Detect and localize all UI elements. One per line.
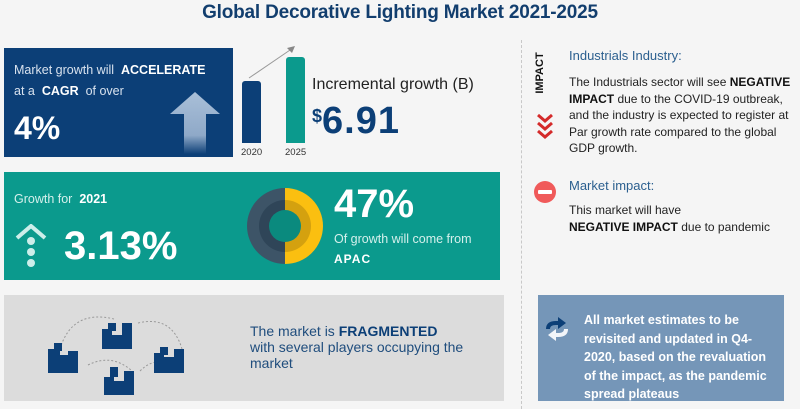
growth-label: Growth for 2021 [14,192,107,206]
region-share-value: 47% [334,182,415,226]
accelerate-label: ACCELERATE [120,63,206,77]
region-donut-chart [247,188,323,264]
growth-panel: Growth for 2021 3.13% 47% Of growth will… [4,172,500,280]
cagr-line2: at a CAGR of over [14,84,124,98]
triple-chevron-down-icon [537,113,553,139]
cagr-text: at a [14,84,35,98]
minus-circle-icon [534,181,556,203]
bar-2020 [242,81,261,143]
incremental-label: Incremental growth (B) [312,76,474,93]
region-name: APAC [334,252,372,266]
market-impact-heading: Market impact: [569,178,655,193]
industry-text: due to the COVID-19 outbreak, and the in… [569,91,789,156]
revision-note-text: All market estimates to be revisited and… [584,313,767,401]
market-impact-body: This market will have NEGATIVE IMPACT du… [569,202,794,235]
year-label-2025: 2025 [285,147,307,158]
market-impact-text: This market will have [569,203,682,217]
fragmented-bold: FRAGMENTED [338,323,438,339]
market-impact-text: due to pandemic [681,219,770,234]
page-title: Global Decorative Lighting Market 2021-2… [202,2,598,23]
currency-symbol: $ [312,106,323,126]
cagr-value: 4% [14,110,61,146]
dashed-divider [521,40,522,409]
growth-year: 2021 [79,192,108,206]
industry-heading: Industrials Industry: [569,48,682,63]
region-share-text: Of growth will come from [334,232,472,246]
industry-text: The Industrials sector will see [569,75,727,89]
fragmented-panel: The market is FRAGMENTED with several pl… [4,295,504,401]
trend-arrow-icon [248,46,295,79]
cagr-text: Market growth will [14,63,115,77]
negative-impact-label: NEGATIVE IMPACT [569,219,678,234]
fragmented-text: The market is FRAGMENTED with several pl… [250,323,490,371]
up-arrow-icon [170,92,220,154]
negative-impact-label: NEGATIVE IMPACT [569,75,791,106]
dotted-up-arrow-icon [15,224,47,267]
divider [231,48,233,157]
refresh-arrows-icon [546,317,568,341]
industry-body: The Industrials sector will see NEGATIVE… [569,74,799,157]
city-buildings-icon [48,316,184,395]
revision-note-panel: All market estimates to be revisited and… [538,295,784,401]
fragmented-pre: The market is [250,323,335,339]
year-label-2020: 2020 [241,147,263,158]
cagr-text: of over [85,84,124,98]
impact-vertical-text: IMPACT [534,52,546,94]
bar-2025 [286,57,305,143]
cagr-line1: Market growth will ACCELERATE [14,63,205,77]
cagr-label: CAGR [41,84,79,98]
fragmented-post: with several players occupying the marke… [250,339,464,371]
growth-text: Growth for [14,192,73,206]
impact-label: IMPACT [530,48,550,98]
incremental-number: 6.91 [322,100,400,142]
incremental-value: $6.91 [312,100,400,143]
growth-value: 3.13% [64,224,178,268]
cagr-panel: Market growth will ACCELERATE at a CAGR … [4,48,231,157]
